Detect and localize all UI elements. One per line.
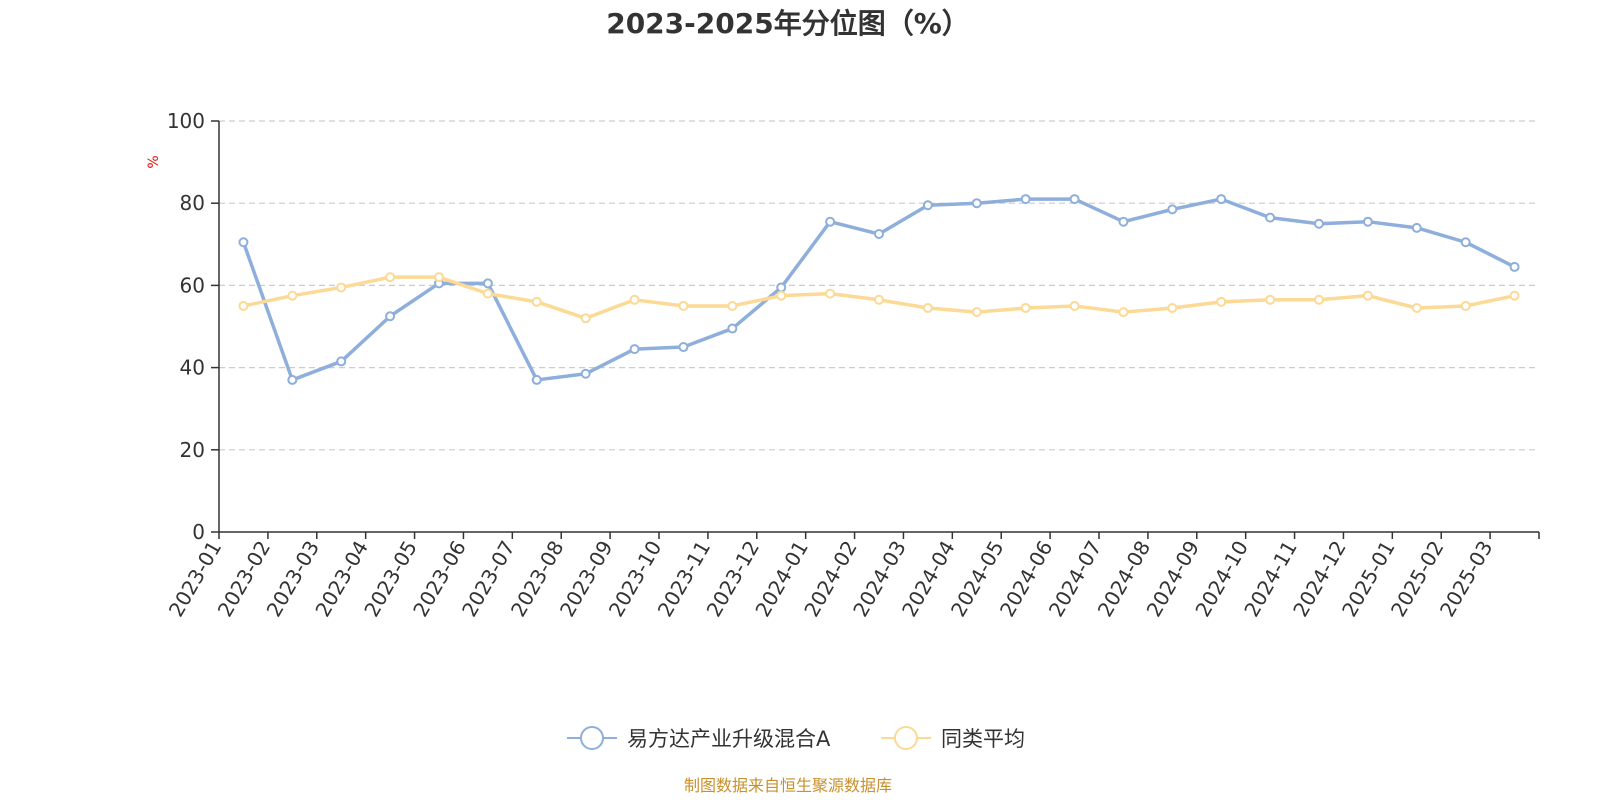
data-point (678, 342, 689, 353)
y-tick-label: 0 (192, 520, 205, 544)
y-tick-label: 20 (180, 438, 205, 462)
legend-label: 易方达产业升级混合A (627, 727, 831, 751)
legend-item-2[interactable]: 同类平均 (881, 726, 1025, 751)
data-point (531, 374, 542, 385)
data-point (287, 290, 298, 301)
data-point (385, 272, 396, 283)
data-point (1362, 216, 1373, 227)
data-point (482, 288, 493, 299)
data-point (776, 282, 787, 293)
data-point (971, 198, 982, 209)
chart-title: 2023-2025年分位图（%） (606, 7, 970, 40)
data-point (336, 282, 347, 293)
data-point (678, 300, 689, 311)
data-point (922, 303, 933, 314)
data-point (1460, 237, 1471, 248)
y-tick-label: 80 (180, 191, 205, 215)
data-point (776, 290, 787, 301)
data-point (1509, 290, 1520, 301)
data-point (1118, 216, 1129, 227)
data-point (482, 278, 493, 289)
data-point (1314, 218, 1324, 229)
series-2 (238, 272, 1520, 324)
data-point (727, 323, 738, 334)
data-point (922, 200, 933, 211)
data-point (1509, 261, 1520, 272)
data-point (531, 296, 542, 307)
source-note: 制图数据来自恒生聚源数据库 (684, 776, 892, 795)
data-point (238, 237, 249, 248)
legend-marker (580, 726, 604, 750)
legend[interactable]: 易方达产业升级混合A 同类平均 (567, 726, 1025, 751)
data-point (1265, 212, 1276, 223)
data-point (1118, 307, 1129, 318)
data-point (874, 294, 884, 305)
y-tick-label: 40 (180, 356, 205, 380)
data-point (1411, 222, 1422, 233)
data-point (1167, 303, 1178, 314)
data-point (434, 272, 444, 283)
data-point (1069, 194, 1080, 205)
legend-marker (894, 726, 918, 750)
series-lines (238, 194, 1520, 385)
data-point (580, 368, 591, 379)
data-point (1265, 294, 1276, 305)
data-point (238, 300, 249, 311)
gridlines (219, 120, 1539, 451)
data-point (1216, 296, 1227, 307)
data-point (1216, 194, 1227, 205)
legend-item-1[interactable]: 易方达产业升级混合A (567, 726, 831, 751)
data-point (1020, 303, 1031, 314)
data-point (1167, 204, 1178, 215)
data-point (874, 229, 884, 240)
data-point (825, 288, 836, 299)
data-point (629, 294, 640, 305)
data-point (1411, 303, 1422, 314)
data-point (385, 311, 396, 322)
data-point (1460, 300, 1471, 311)
y-axis-unit: % (146, 155, 162, 168)
data-point (825, 216, 836, 227)
data-point (727, 300, 738, 311)
data-point (336, 356, 347, 367)
data-point (287, 374, 298, 385)
data-point (580, 313, 591, 324)
y-tick-label: 60 (180, 273, 205, 297)
series-line (241, 197, 1516, 382)
data-point (1069, 300, 1080, 311)
legend-label: 同类平均 (941, 727, 1025, 751)
data-point (1020, 194, 1031, 205)
data-point (971, 307, 982, 318)
axes: 0204060801002023-012023-022023-032023-04… (164, 109, 1540, 621)
data-point (629, 344, 640, 355)
data-point (1314, 294, 1324, 305)
y-tick-label: 100 (167, 109, 205, 133)
series-1 (238, 194, 1520, 385)
data-point (1362, 290, 1373, 301)
